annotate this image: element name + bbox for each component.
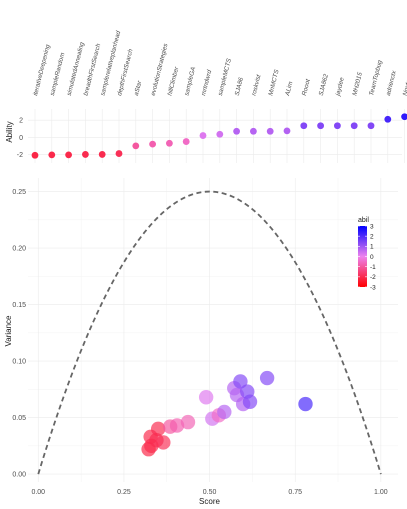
ability-y-tick-label: 0: [19, 135, 23, 142]
score-x-tick-label: 0.50: [203, 489, 217, 496]
algorithm-label: SJA86: [234, 76, 245, 96]
algorithm-label: roskvist: [251, 74, 263, 97]
algorithm-label: adrienctx: [385, 69, 398, 96]
variance-y-tick-label: 0.15: [12, 302, 26, 309]
algorithm-label: hillClimber: [167, 65, 181, 96]
ability-point: [266, 127, 274, 135]
ability-point: [384, 115, 392, 123]
ability-point: [115, 150, 123, 157]
variance-point: [233, 374, 248, 389]
algorithm-label: Rooot: [301, 78, 312, 96]
ability-y-axis-title: Ability: [5, 121, 14, 142]
ability-point: [149, 140, 157, 148]
ability-point: [98, 151, 106, 158]
ability-point: [233, 127, 241, 135]
ability-point: [350, 122, 358, 130]
algorithm-label: simulatedAnnealing: [66, 41, 86, 97]
variance-reference-curve: [37, 190, 382, 475]
legend-tick-label: 0: [370, 254, 374, 261]
algorithm-label: sampleMCTS: [217, 57, 233, 96]
variance-point: [150, 421, 166, 437]
score-x-tick-label: 0.75: [288, 489, 302, 496]
variance-point: [169, 418, 185, 433]
score-x-tick-label: 0.25: [117, 489, 131, 496]
legend-tick-label: 2: [370, 233, 374, 240]
legend-tick-labels: 3 2 1 0 -1 -2 -3: [358, 223, 376, 291]
ability-y-tick-label: 2: [19, 118, 23, 125]
ability-point: [216, 130, 224, 138]
variance-point: [198, 390, 214, 405]
legend-tick-label: 1: [370, 244, 374, 251]
variance-y-tick-label: 0.10: [12, 359, 26, 366]
variance-point: [180, 414, 196, 430]
ability-points: [31, 113, 407, 159]
ability-y-tick-label: -2: [17, 152, 23, 159]
variance-y-axis-title: Variance: [4, 315, 13, 347]
variance-point: [217, 404, 232, 420]
variance-point: [259, 370, 275, 386]
ability-point: [300, 122, 308, 130]
score-x-tick-label: 1.00: [374, 489, 388, 496]
legend-tick-label: -3: [370, 284, 376, 291]
abil-legend: abil 3 2 1 0 -1 -2 -3: [358, 217, 376, 291]
ability-point: [334, 122, 341, 130]
ability-point: [48, 151, 56, 159]
ability-point: [283, 127, 291, 135]
algorithm-label: mrtndwrd: [200, 69, 213, 97]
algorithm-label: SJA862: [318, 73, 330, 97]
legend-tick-label: -1: [370, 264, 376, 271]
score-x-tick-labels: 0.00 0.25 0.50 0.75 1.00: [31, 489, 387, 496]
legend-colorbar: [358, 226, 367, 287]
ability-point: [65, 151, 72, 159]
variance-y-tick-label: 0.25: [12, 189, 26, 196]
algorithm-label: ALim: [284, 81, 295, 98]
variance-gridlines: [28, 178, 398, 482]
ability-point: [182, 138, 190, 145]
score-x-axis-title: Score: [199, 497, 220, 506]
ability-point: [199, 132, 207, 139]
algorithm-label: sampleGA: [183, 66, 197, 96]
ability-point: [132, 142, 140, 150]
ability-point: [166, 139, 173, 147]
ability-point: [367, 122, 375, 130]
algorithm-label: jaydee: [334, 76, 346, 97]
variance-point: [242, 394, 258, 409]
legend-tick-label: 3: [370, 223, 374, 230]
ability-point: [31, 151, 39, 159]
variance-panel: 0.00 0.05 0.10 0.15 0.20 0.25 0.00 0.25 0.50 0.7…: [4, 178, 398, 506]
variance-y-tick-label: 0.00: [12, 472, 26, 479]
variance-y-tick-labels: 0.00 0.05 0.10 0.15 0.20 0.25: [12, 189, 26, 479]
variance-y-tick-label: 0.20: [12, 246, 26, 253]
variance-point: [156, 435, 171, 450]
legend-title: abil: [358, 217, 369, 224]
ability-y-tick-labels: -2 0 2: [17, 118, 23, 159]
algorithm-label: TeamTopbug: [368, 59, 384, 96]
variance-y-tick-label: 0.05: [12, 415, 26, 422]
algorithm-label: breadthFirstSearch: [83, 42, 103, 96]
algorithm-label: MnMCTS: [267, 68, 280, 96]
legend-tick-label: -2: [370, 274, 376, 281]
variance-point: [298, 396, 313, 412]
variance-points: [141, 370, 313, 457]
score-x-tick-label: 0.00: [31, 489, 45, 496]
algorithm-label: evolutionStrategies: [150, 42, 170, 96]
ability-point: [401, 113, 407, 121]
algorithm-label: Novtea: [402, 75, 407, 97]
algorithm-label: sampleRandom: [49, 52, 66, 96]
algorithm-label: depthFirstSearch: [116, 48, 135, 97]
algorithm-label: aStar: [133, 79, 144, 96]
ability-point: [250, 127, 257, 135]
ability-point: [82, 151, 89, 158]
algorithm-label: iterativeDeepening: [32, 43, 52, 96]
ability-point: [317, 122, 324, 130]
algorithm-label: MH2015: [351, 71, 364, 96]
